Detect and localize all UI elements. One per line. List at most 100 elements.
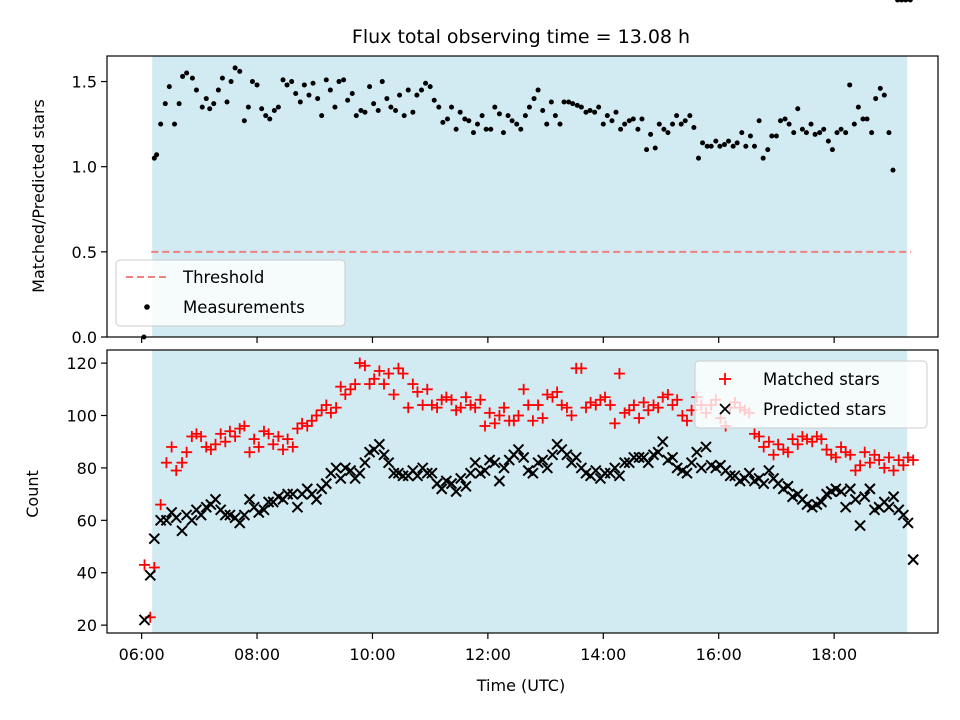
matched-star-point [888,465,900,477]
measurement-point [526,104,532,110]
measurement-point [691,125,697,131]
predicted-star-point [854,519,866,532]
measurement-point [877,85,883,91]
matched-star-point [753,430,765,442]
measurement-point [899,0,905,3]
matched-star-point [219,436,231,448]
measurement-point [825,138,831,144]
matched-star-point [287,441,299,453]
predicted-star-point [186,514,198,527]
measurement-point [782,116,788,122]
measurement-point [656,121,662,127]
measurement-point [592,109,598,115]
matched-star-point [657,391,669,403]
measurement-point [799,126,805,132]
measurement-point [184,70,190,76]
matched-star-point [460,391,472,403]
predicted-star-point [864,483,876,495]
measurement-point [237,68,243,74]
predicted-star-point [691,446,703,458]
measurement-point [557,121,563,127]
matched-star-point [537,412,549,424]
top-x-ticks [141,337,835,343]
predicted-star-point [238,509,251,521]
matched-star-point [296,417,308,429]
measurement-point [855,104,861,110]
measurement-point [353,113,359,119]
measurement-point [367,84,373,90]
measurement-point [860,116,866,122]
measurement-point [154,152,160,158]
legend-threshold-label: Threshold [182,268,264,287]
legend-predicted-swatch [719,403,731,415]
matched-star-point [633,412,645,424]
predicted-star-point [359,456,371,469]
measurement-point [500,130,506,136]
predicted-star-point [883,501,895,513]
measurement-point [903,0,909,3]
measurement-point [881,92,887,98]
bottom-x-ticks: 06:00 08:00 10:00 12:00 14:00 16:00 18:00 [119,633,857,664]
predicted-star-point [310,493,323,506]
matched-star-points [139,357,919,623]
matched-star-point [170,465,182,477]
bottom-x-tick-label: 18:00 [811,645,857,664]
predicted-star-point [666,451,679,464]
bottom-x-tick-label: 10:00 [349,645,395,664]
matched-star-point [647,399,659,411]
matched-star-point [378,378,390,390]
predicted-star-point [176,525,188,537]
matched-star-point [200,441,212,453]
matched-star-point [306,415,318,427]
measurement-point [652,145,658,151]
measurement-point [362,109,368,115]
matched-star-point [522,399,534,411]
measurement-point [747,133,753,139]
bottom-legend: Matched stars Predicted stars [694,360,928,429]
matched-star-point [897,459,909,471]
measurement-point [760,155,766,161]
bottom-panel: 20 40 60 80 100 120 06:00 08:00 10:00 12:00 14:00… [23,349,939,695]
predicted-star-point [763,464,775,477]
measurement-point [158,121,164,127]
predicted-star-point [445,477,458,490]
measurement-point [622,121,628,127]
measurement-point [496,111,502,117]
measurement-point [743,143,749,149]
measurement-point [700,140,706,146]
legend-predicted-label: Predicted stars [763,400,886,419]
measurement-point [708,143,714,149]
bottom-x-tick-label: 06:00 [119,645,165,664]
matched-star-point [330,402,342,414]
measurement-point [821,126,827,132]
matched-star-point [388,389,400,401]
matched-star-point [787,433,799,445]
measurement-point [721,142,727,148]
predicted-star-point [782,480,794,492]
matched-star-point [166,441,178,453]
matched-star-point [768,449,780,461]
predicted-star-point [138,614,151,626]
matched-star-point [397,368,409,380]
matched-star-point [613,368,625,380]
measurement-point [604,113,610,119]
measurement-point [730,143,736,149]
matched-star-point [440,391,452,403]
measurement-point [375,107,381,113]
measurement-point [696,155,702,161]
measurement-point [734,140,740,146]
matched-star-point [758,441,770,453]
predicted-star-point [436,483,448,495]
measurement-point [618,126,624,132]
predicted-star-point [335,472,347,485]
measurement-point [462,116,468,122]
measurement-point [259,106,265,112]
measurement-point [332,104,338,110]
predicted-star-point [243,493,256,506]
measurement-point [812,131,818,137]
matched-star-point [484,407,496,419]
predicted-star-point [262,496,275,508]
measurement-point [180,73,186,79]
matched-star-point [155,499,167,511]
predicted-star-point [219,509,232,521]
